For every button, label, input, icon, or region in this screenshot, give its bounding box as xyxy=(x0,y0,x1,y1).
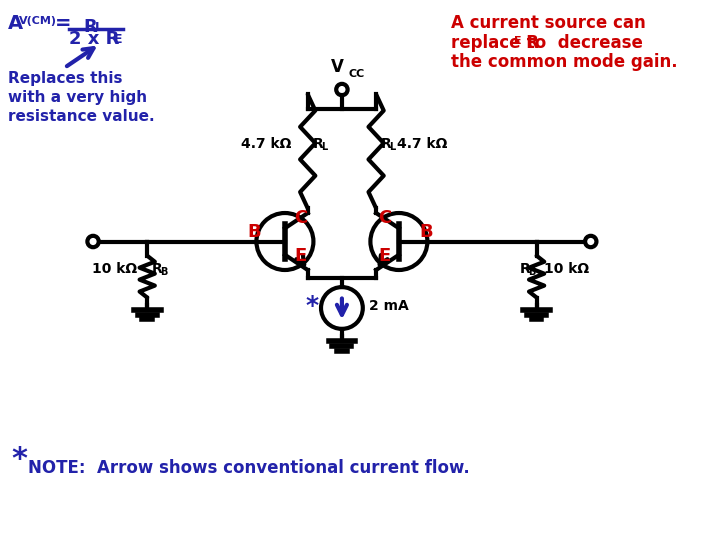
Text: E: E xyxy=(294,246,307,265)
Text: B: B xyxy=(161,267,168,277)
Text: to  decrease: to decrease xyxy=(521,33,643,51)
Text: C: C xyxy=(378,208,391,226)
Text: B: B xyxy=(528,267,536,277)
Text: B: B xyxy=(420,223,433,241)
Text: R: R xyxy=(152,262,163,276)
Text: the common mode gain.: the common mode gain. xyxy=(451,53,678,71)
Text: *: * xyxy=(12,445,27,474)
Text: E: E xyxy=(114,32,122,45)
Text: 10 kΩ: 10 kΩ xyxy=(544,262,590,276)
Text: 4.7 kΩ: 4.7 kΩ xyxy=(241,137,292,151)
Text: R: R xyxy=(520,262,530,276)
Text: C: C xyxy=(294,208,307,226)
Text: 2 mA: 2 mA xyxy=(369,299,408,313)
Text: Replaces this: Replaces this xyxy=(8,71,122,85)
Text: A current source can: A current source can xyxy=(451,14,646,31)
Text: L: L xyxy=(95,21,103,34)
Text: 2 x R: 2 x R xyxy=(69,30,120,48)
Text: replace R: replace R xyxy=(451,33,539,51)
Text: with a very high: with a very high xyxy=(8,90,147,105)
Text: R: R xyxy=(84,18,97,36)
Text: 10 kΩ: 10 kΩ xyxy=(92,262,138,276)
Text: NOTE:  Arrow shows conventional current flow.: NOTE: Arrow shows conventional current f… xyxy=(29,459,470,477)
Text: =: = xyxy=(55,14,71,32)
Text: L: L xyxy=(321,141,328,152)
Text: V: V xyxy=(330,58,343,76)
Text: 4.7 kΩ: 4.7 kΩ xyxy=(397,137,447,151)
Text: *: * xyxy=(306,294,319,318)
Text: resistance value.: resistance value. xyxy=(8,109,154,124)
Text: E: E xyxy=(514,36,521,46)
Text: E: E xyxy=(378,246,390,265)
Text: CC: CC xyxy=(348,69,365,79)
Text: V(CM): V(CM) xyxy=(19,16,57,26)
Text: A: A xyxy=(8,14,23,32)
Text: B: B xyxy=(247,223,261,241)
Text: R: R xyxy=(312,137,323,151)
Text: R: R xyxy=(381,137,392,151)
Text: L: L xyxy=(390,141,396,152)
